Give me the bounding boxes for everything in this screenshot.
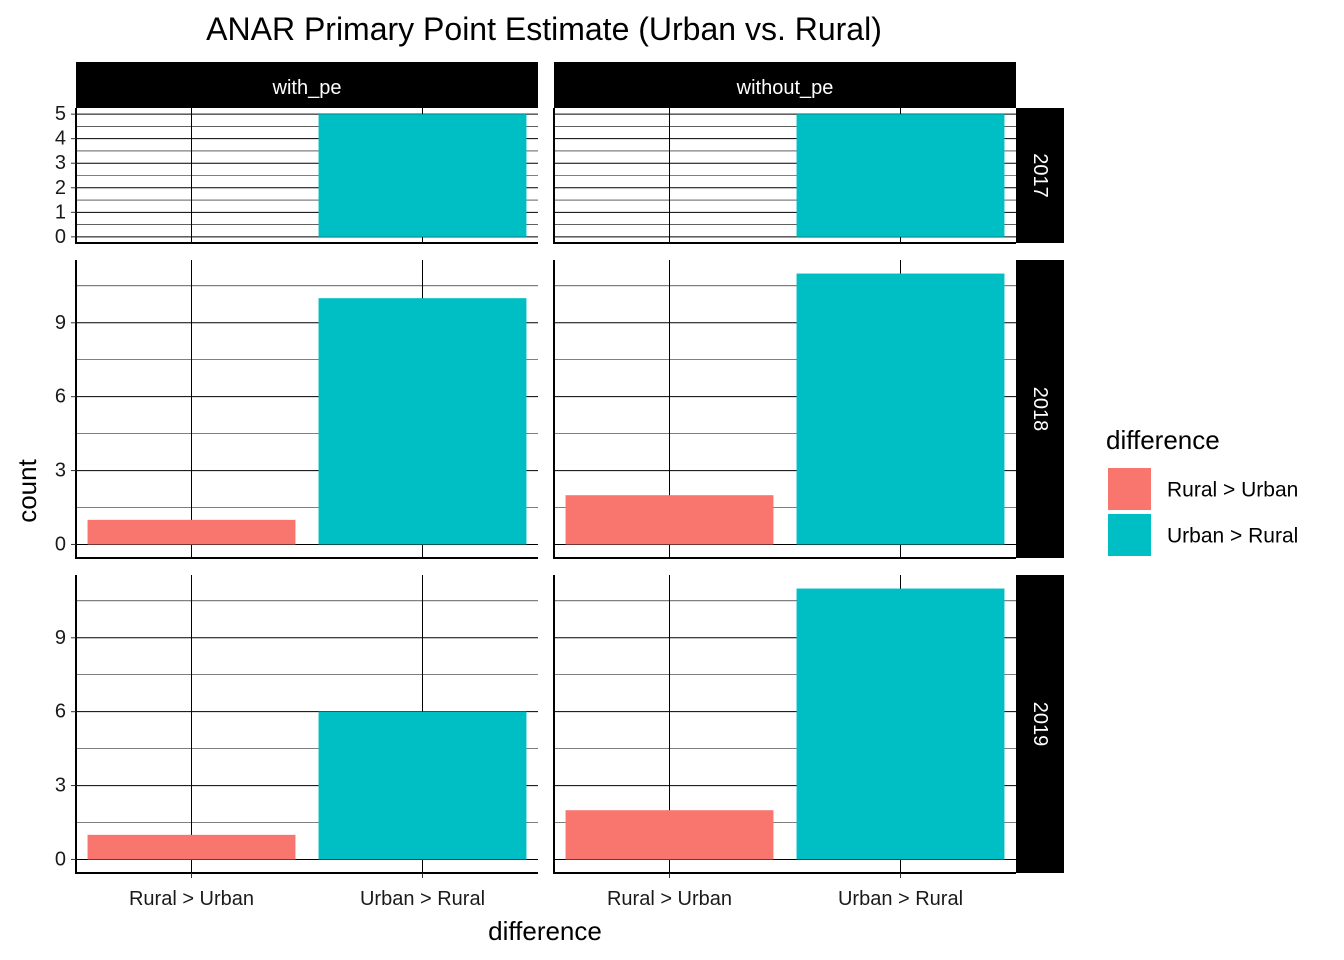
legend-label: Rural > Urban xyxy=(1167,479,1298,502)
y-tick-label: 2 xyxy=(55,177,66,199)
y-tick-label: 3 xyxy=(55,775,66,797)
facet-strip-2018 xyxy=(1016,260,1064,558)
panel-without_pe-2018 xyxy=(553,260,1016,559)
y-tick-label: 3 xyxy=(55,152,66,174)
bar-rural-gt-urban xyxy=(87,519,296,545)
facet-strip-label: 2019 xyxy=(1029,702,1051,747)
x-tick-label: Rural > Urban xyxy=(129,888,254,910)
y-tick-label: 0 xyxy=(55,533,66,555)
x-tick-label: Urban > Rural xyxy=(360,888,485,910)
bar-urban-gt-rural xyxy=(796,273,1005,545)
y-tick-label: 6 xyxy=(55,386,66,408)
y-tick-label: 9 xyxy=(55,312,66,334)
bar-rural-gt-urban xyxy=(565,495,774,545)
panel-without_pe-2017 xyxy=(553,108,1016,244)
bar-urban-gt-rural xyxy=(318,711,527,860)
facet-strip-2019 xyxy=(1016,575,1064,873)
panel-without_pe-2019: Rural > Urban Urban > Rural xyxy=(553,575,1016,910)
x-tick-label: Urban > Rural xyxy=(838,888,963,910)
facet-strip-2017 xyxy=(1016,108,1064,243)
legend-key-rural-gt-urban xyxy=(1108,468,1151,510)
x-tick-label: Rural > Urban xyxy=(607,888,732,910)
legend: difference Rural > Urban Urban > Rural xyxy=(1106,425,1298,556)
y-tick-label: 1 xyxy=(55,201,66,223)
y-tick-label: 6 xyxy=(55,701,66,723)
facet-strip-with_pe xyxy=(76,62,538,108)
legend-title: difference xyxy=(1106,425,1220,455)
bar-rural-gt-urban xyxy=(565,810,774,860)
panel-with_pe-2017: 0 12 34 5 xyxy=(55,103,538,248)
bar-urban-gt-rural xyxy=(796,588,1005,860)
facet-strip-label: 2017 xyxy=(1029,153,1051,198)
y-tick-label: 3 xyxy=(55,460,66,482)
facet-strip-label: with_pe xyxy=(272,77,342,99)
facet-strip-label: 2018 xyxy=(1029,387,1051,432)
panel-with_pe-2018: 0 3 6 9 xyxy=(55,260,538,559)
chart-title: ANAR Primary Point Estimate (Urban vs. R… xyxy=(206,11,882,47)
facet-grid: with_pe without_pe20172018201901234503690… xyxy=(55,62,1064,910)
y-tick-label: 5 xyxy=(55,103,66,125)
y-axis-label: count xyxy=(12,458,42,522)
y-tick-label: 0 xyxy=(55,226,66,248)
facet-strip-without_pe xyxy=(554,62,1016,108)
y-tick-label: 0 xyxy=(55,848,66,870)
legend-key-urban-gt-rural xyxy=(1108,514,1151,556)
bar-urban-gt-rural xyxy=(318,298,527,545)
x-axis-label: difference xyxy=(488,916,602,946)
facet-strip-label: without_pe xyxy=(736,77,834,99)
y-tick-label: 4 xyxy=(55,128,66,150)
bar-urban-gt-rural xyxy=(318,114,527,237)
legend-label: Urban > Rural xyxy=(1167,525,1298,548)
bar-urban-gt-rural xyxy=(796,114,1005,237)
bar-rural-gt-urban xyxy=(87,834,296,860)
panel-with_pe-2019: 0 3 6 9 Rural > Urban Urban > Rural xyxy=(55,575,538,910)
y-tick-label: 9 xyxy=(55,627,66,649)
